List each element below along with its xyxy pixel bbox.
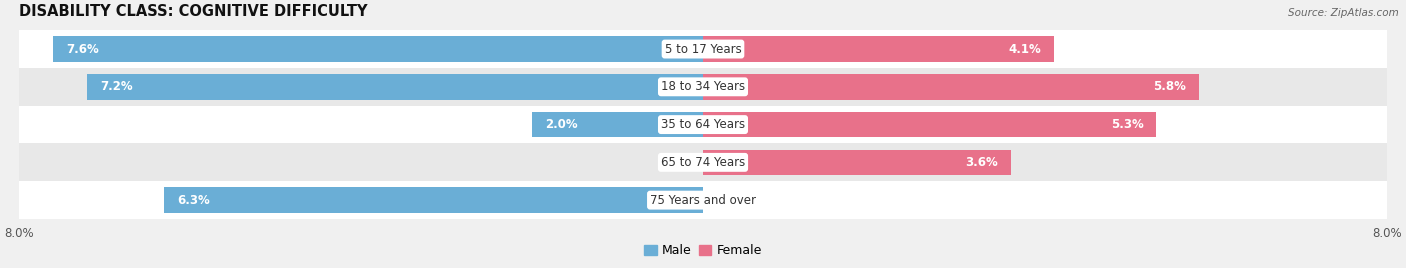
Text: 4.1%: 4.1% — [1008, 43, 1040, 55]
Bar — [18, 68, 1388, 106]
Text: Source: ZipAtlas.com: Source: ZipAtlas.com — [1288, 8, 1399, 18]
Text: 5.3%: 5.3% — [1111, 118, 1143, 131]
Bar — [703, 150, 1011, 175]
Text: DISABILITY CLASS: COGNITIVE DIFFICULTY: DISABILITY CLASS: COGNITIVE DIFFICULTY — [18, 4, 367, 19]
Bar — [703, 112, 1156, 137]
Text: 0.0%: 0.0% — [713, 194, 742, 207]
Text: 7.2%: 7.2% — [100, 80, 132, 93]
Legend: Male, Female: Male, Female — [640, 240, 766, 262]
Bar — [18, 143, 1388, 181]
Bar — [18, 106, 1388, 143]
Text: 2.0%: 2.0% — [544, 118, 578, 131]
Text: 18 to 34 Years: 18 to 34 Years — [661, 80, 745, 93]
Text: 7.6%: 7.6% — [66, 43, 98, 55]
Bar — [531, 112, 703, 137]
Bar — [18, 30, 1388, 68]
Text: 3.6%: 3.6% — [966, 156, 998, 169]
Bar — [53, 36, 703, 62]
Text: 65 to 74 Years: 65 to 74 Years — [661, 156, 745, 169]
Bar — [165, 187, 703, 213]
Text: 5.8%: 5.8% — [1153, 80, 1187, 93]
Bar — [87, 74, 703, 100]
Text: 35 to 64 Years: 35 to 64 Years — [661, 118, 745, 131]
Bar — [703, 36, 1053, 62]
Bar — [703, 74, 1199, 100]
Text: 0.0%: 0.0% — [664, 156, 693, 169]
Text: 5 to 17 Years: 5 to 17 Years — [665, 43, 741, 55]
Text: 75 Years and over: 75 Years and over — [650, 194, 756, 207]
Bar — [18, 181, 1388, 219]
Text: 6.3%: 6.3% — [177, 194, 209, 207]
